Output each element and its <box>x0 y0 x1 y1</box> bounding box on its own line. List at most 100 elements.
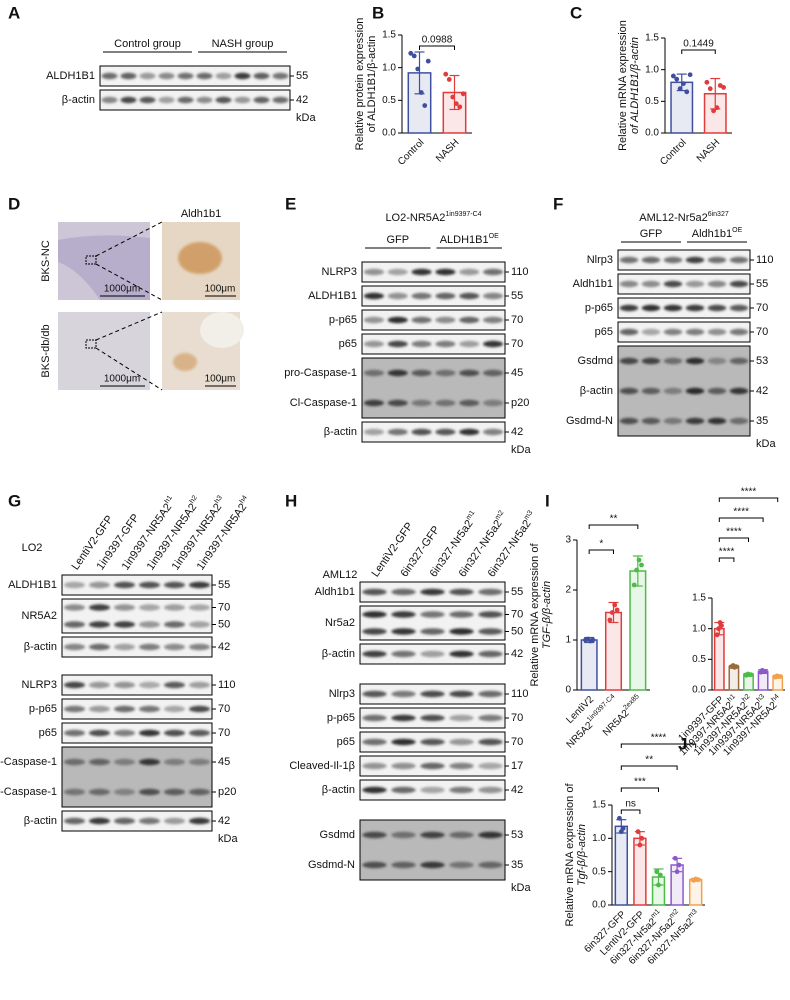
band <box>363 340 384 348</box>
y-tick-label: 0.0 <box>692 685 706 696</box>
zoom-line <box>95 347 163 391</box>
band <box>478 861 503 869</box>
band <box>164 581 185 589</box>
band <box>641 417 661 425</box>
blot-box <box>61 746 213 808</box>
data-point <box>620 825 626 831</box>
band <box>391 650 416 658</box>
data-point <box>656 882 661 888</box>
band <box>483 369 504 377</box>
band <box>449 611 474 618</box>
blot-label: β-actin <box>62 94 95 106</box>
band <box>196 72 213 80</box>
data-point <box>636 557 642 563</box>
blot-title: LO2-NR5A21in9397-C4 <box>385 211 481 224</box>
size-marker: 110 <box>756 254 774 266</box>
band <box>177 72 194 80</box>
band <box>420 786 445 794</box>
band <box>619 280 639 288</box>
zoom-line <box>95 311 163 341</box>
band <box>449 588 474 596</box>
significance-label: ** <box>610 514 618 525</box>
significance-bracket <box>718 517 764 522</box>
y-axis-label: Relative mRNA expression of <box>564 783 576 927</box>
tissue <box>58 235 150 300</box>
lane-label-sup: h1 <box>164 494 174 504</box>
band <box>164 705 185 713</box>
size-marker: 50 <box>218 618 230 630</box>
x-tick-label: Control <box>658 137 689 168</box>
data-point <box>425 58 431 64</box>
band <box>663 280 683 288</box>
band <box>64 621 85 628</box>
blot-label: Nlrp3 <box>329 688 355 700</box>
band <box>114 788 135 796</box>
band <box>89 788 110 796</box>
band <box>391 690 416 698</box>
band <box>641 280 661 288</box>
band <box>114 604 135 611</box>
blot-box <box>361 357 506 419</box>
size-marker: 70 <box>218 727 230 739</box>
blot-label: Gsdmd <box>320 829 355 841</box>
y-axis-label: of ALDH1B1/β-actin <box>366 36 378 133</box>
band <box>420 588 445 596</box>
blot-label: Cl-Caspase-1 <box>290 397 357 409</box>
band <box>420 650 445 658</box>
data-point <box>457 104 463 110</box>
band <box>363 369 384 377</box>
band <box>189 758 210 766</box>
unit-label: kDa <box>511 444 531 456</box>
band <box>685 328 705 336</box>
bar <box>604 611 623 691</box>
band <box>411 428 432 436</box>
scale-label: 100μm <box>205 284 236 295</box>
data-point <box>748 672 754 678</box>
x-tick-label-sup: m2 <box>668 908 680 920</box>
data-point <box>617 815 622 821</box>
panel-letter: H <box>285 491 297 510</box>
band <box>420 714 445 722</box>
band <box>459 268 480 276</box>
band <box>164 604 185 611</box>
band <box>685 357 705 365</box>
scale-label: 1000μm <box>104 284 140 295</box>
group-label: NASH group <box>212 38 274 50</box>
x-tick-label-sup: h1 <box>726 693 737 704</box>
size-marker: 110 <box>511 688 529 700</box>
band <box>362 588 387 596</box>
band <box>89 758 110 766</box>
cell-label: AML12 <box>323 569 358 581</box>
y-tick-label: 1 <box>565 635 571 646</box>
band <box>707 304 727 312</box>
y-tick-label: 0 <box>565 685 571 696</box>
band <box>420 831 445 839</box>
band <box>139 681 160 689</box>
significance-bracket <box>718 497 779 502</box>
blot-label: ALDH1B1 <box>308 290 357 302</box>
significance-bracket <box>681 49 716 54</box>
band <box>619 417 639 425</box>
size-marker: 55 <box>296 70 308 82</box>
lane-label-sup: m2 <box>494 509 505 521</box>
band <box>114 643 135 651</box>
band <box>189 817 210 825</box>
band <box>64 681 85 689</box>
significance-label: ns <box>625 799 636 810</box>
blot-label: Nlrp3 <box>587 254 613 266</box>
size-marker: 45 <box>511 367 523 379</box>
data-point <box>631 582 637 588</box>
data-point <box>674 869 680 875</box>
blot-title-sup: 6in327 <box>708 211 729 218</box>
band <box>362 628 387 635</box>
y-tick-label: 1.0 <box>692 623 706 634</box>
band <box>707 280 727 288</box>
band <box>387 399 408 407</box>
group-label: GFP <box>640 228 663 240</box>
group-label-sup: OE <box>732 227 742 234</box>
band <box>663 387 683 395</box>
bar <box>713 627 725 691</box>
data-point <box>590 637 596 643</box>
band <box>420 611 445 618</box>
band <box>64 643 85 651</box>
